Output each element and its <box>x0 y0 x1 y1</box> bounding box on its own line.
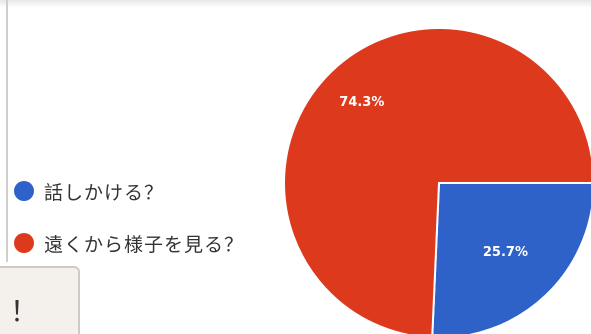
slice-label-talk: 25.7% <box>483 245 528 260</box>
legend-item-talk: 話しかける？ <box>14 176 244 206</box>
legend-label: 話しかける？ <box>44 181 165 204</box>
cropped-header-strip <box>0 0 591 8</box>
slice-label-watch: 74.3% <box>339 95 384 110</box>
comment-text: ！ <box>10 295 39 328</box>
pie-slice-talk <box>431 182 591 334</box>
chart-legend: 話しかける？ 遠くから様子を見る？ <box>14 176 244 280</box>
pie-slice-watch <box>283 27 591 334</box>
comment-bubble[interactable]: ！ <box>0 266 80 334</box>
legend-label: 遠くから様子を見る？ <box>44 233 245 256</box>
legend-swatch-blue <box>14 181 34 201</box>
legend-item-watch: 遠くから様子を見る？ <box>14 228 244 258</box>
divider <box>6 0 8 262</box>
legend-swatch-red <box>14 233 34 253</box>
